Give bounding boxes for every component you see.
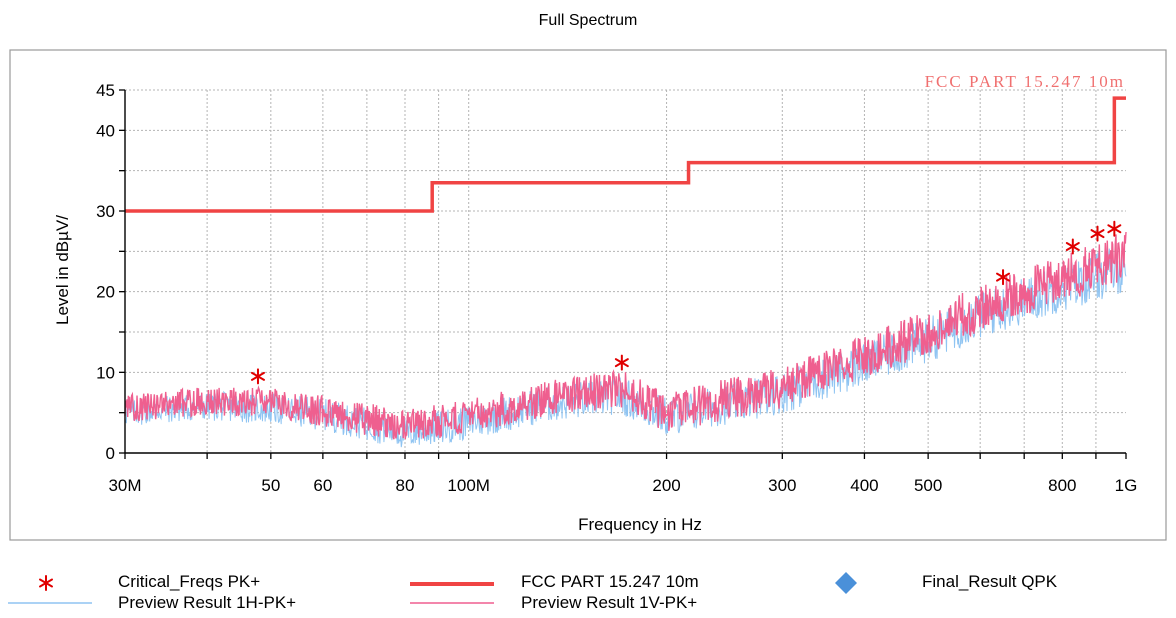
limit-line-swatch (410, 582, 494, 586)
pink-line-swatch (410, 602, 494, 604)
limit-line-fcc (125, 96, 1126, 213)
y-tick-label: 10 (96, 363, 115, 382)
chart-frame (9, 49, 1167, 541)
critical-freq-marker (1065, 238, 1080, 255)
x-tick-label: 500 (914, 476, 942, 495)
x-tick-label: 30M (108, 476, 141, 495)
x-tick-label: 100M (447, 476, 490, 495)
x-tick-label: 300 (768, 476, 796, 495)
y-axis-title: Level in dBµV/ (53, 215, 72, 325)
blue-line-swatch (8, 602, 92, 604)
diamond-icon (835, 572, 857, 594)
asterisk-icon (39, 575, 53, 591)
legend: Critical_Freqs PK+ FCC PART 15.247 10m F… (0, 562, 1176, 618)
x-tick-label: 80 (396, 476, 415, 495)
trace-preview-1v (124, 231, 1127, 440)
legend-label: FCC PART 15.247 10m (521, 572, 699, 591)
y-tick-label: 30 (96, 202, 115, 221)
critical-freq-marker (1107, 220, 1122, 237)
critical-freq-marker (614, 354, 629, 371)
grid-lines (125, 89, 1126, 453)
legend-label: Preview Result 1V-PK+ (521, 593, 698, 612)
critical-freq-marker (250, 368, 265, 385)
y-tick-label: 20 (96, 283, 115, 302)
x-tick-label: 400 (850, 476, 878, 495)
x-axis-title: Frequency in Hz (578, 515, 702, 534)
x-tick-label: 800 (1048, 476, 1076, 495)
critical-markers (250, 220, 1122, 385)
chart-title: Full Spectrum (539, 12, 638, 29)
critical-freq-marker (996, 269, 1011, 286)
y-tick-label: 45 (96, 81, 115, 100)
y-tick-label: 0 (106, 444, 115, 463)
critical-freq-marker (1090, 225, 1105, 242)
spectrum-chart: Full Spectrum 0 10 20 30 40 45 30M 50 60 80 100M 20… (9, 12, 1167, 541)
tick-labels: 0 10 20 30 40 45 30M 50 60 80 100M 200 300 400 500 800 1… (96, 81, 1137, 495)
legend-label: Critical_Freqs PK+ (118, 572, 261, 591)
axes (124, 90, 1126, 454)
y-tick-label: 40 (96, 121, 115, 140)
limit-line-label: FCC PART 15.247 10m (925, 72, 1125, 91)
trace-layer (124, 231, 1127, 448)
legend-label: Final_Result QPK (922, 572, 1058, 591)
limit-layer (125, 96, 1126, 213)
x-tick-label: 60 (313, 476, 332, 495)
x-tick-label: 1G (1115, 476, 1138, 495)
x-tick-label: 50 (261, 476, 280, 495)
legend-label: Preview Result 1H-PK+ (118, 593, 297, 612)
x-tick-label: 200 (652, 476, 680, 495)
